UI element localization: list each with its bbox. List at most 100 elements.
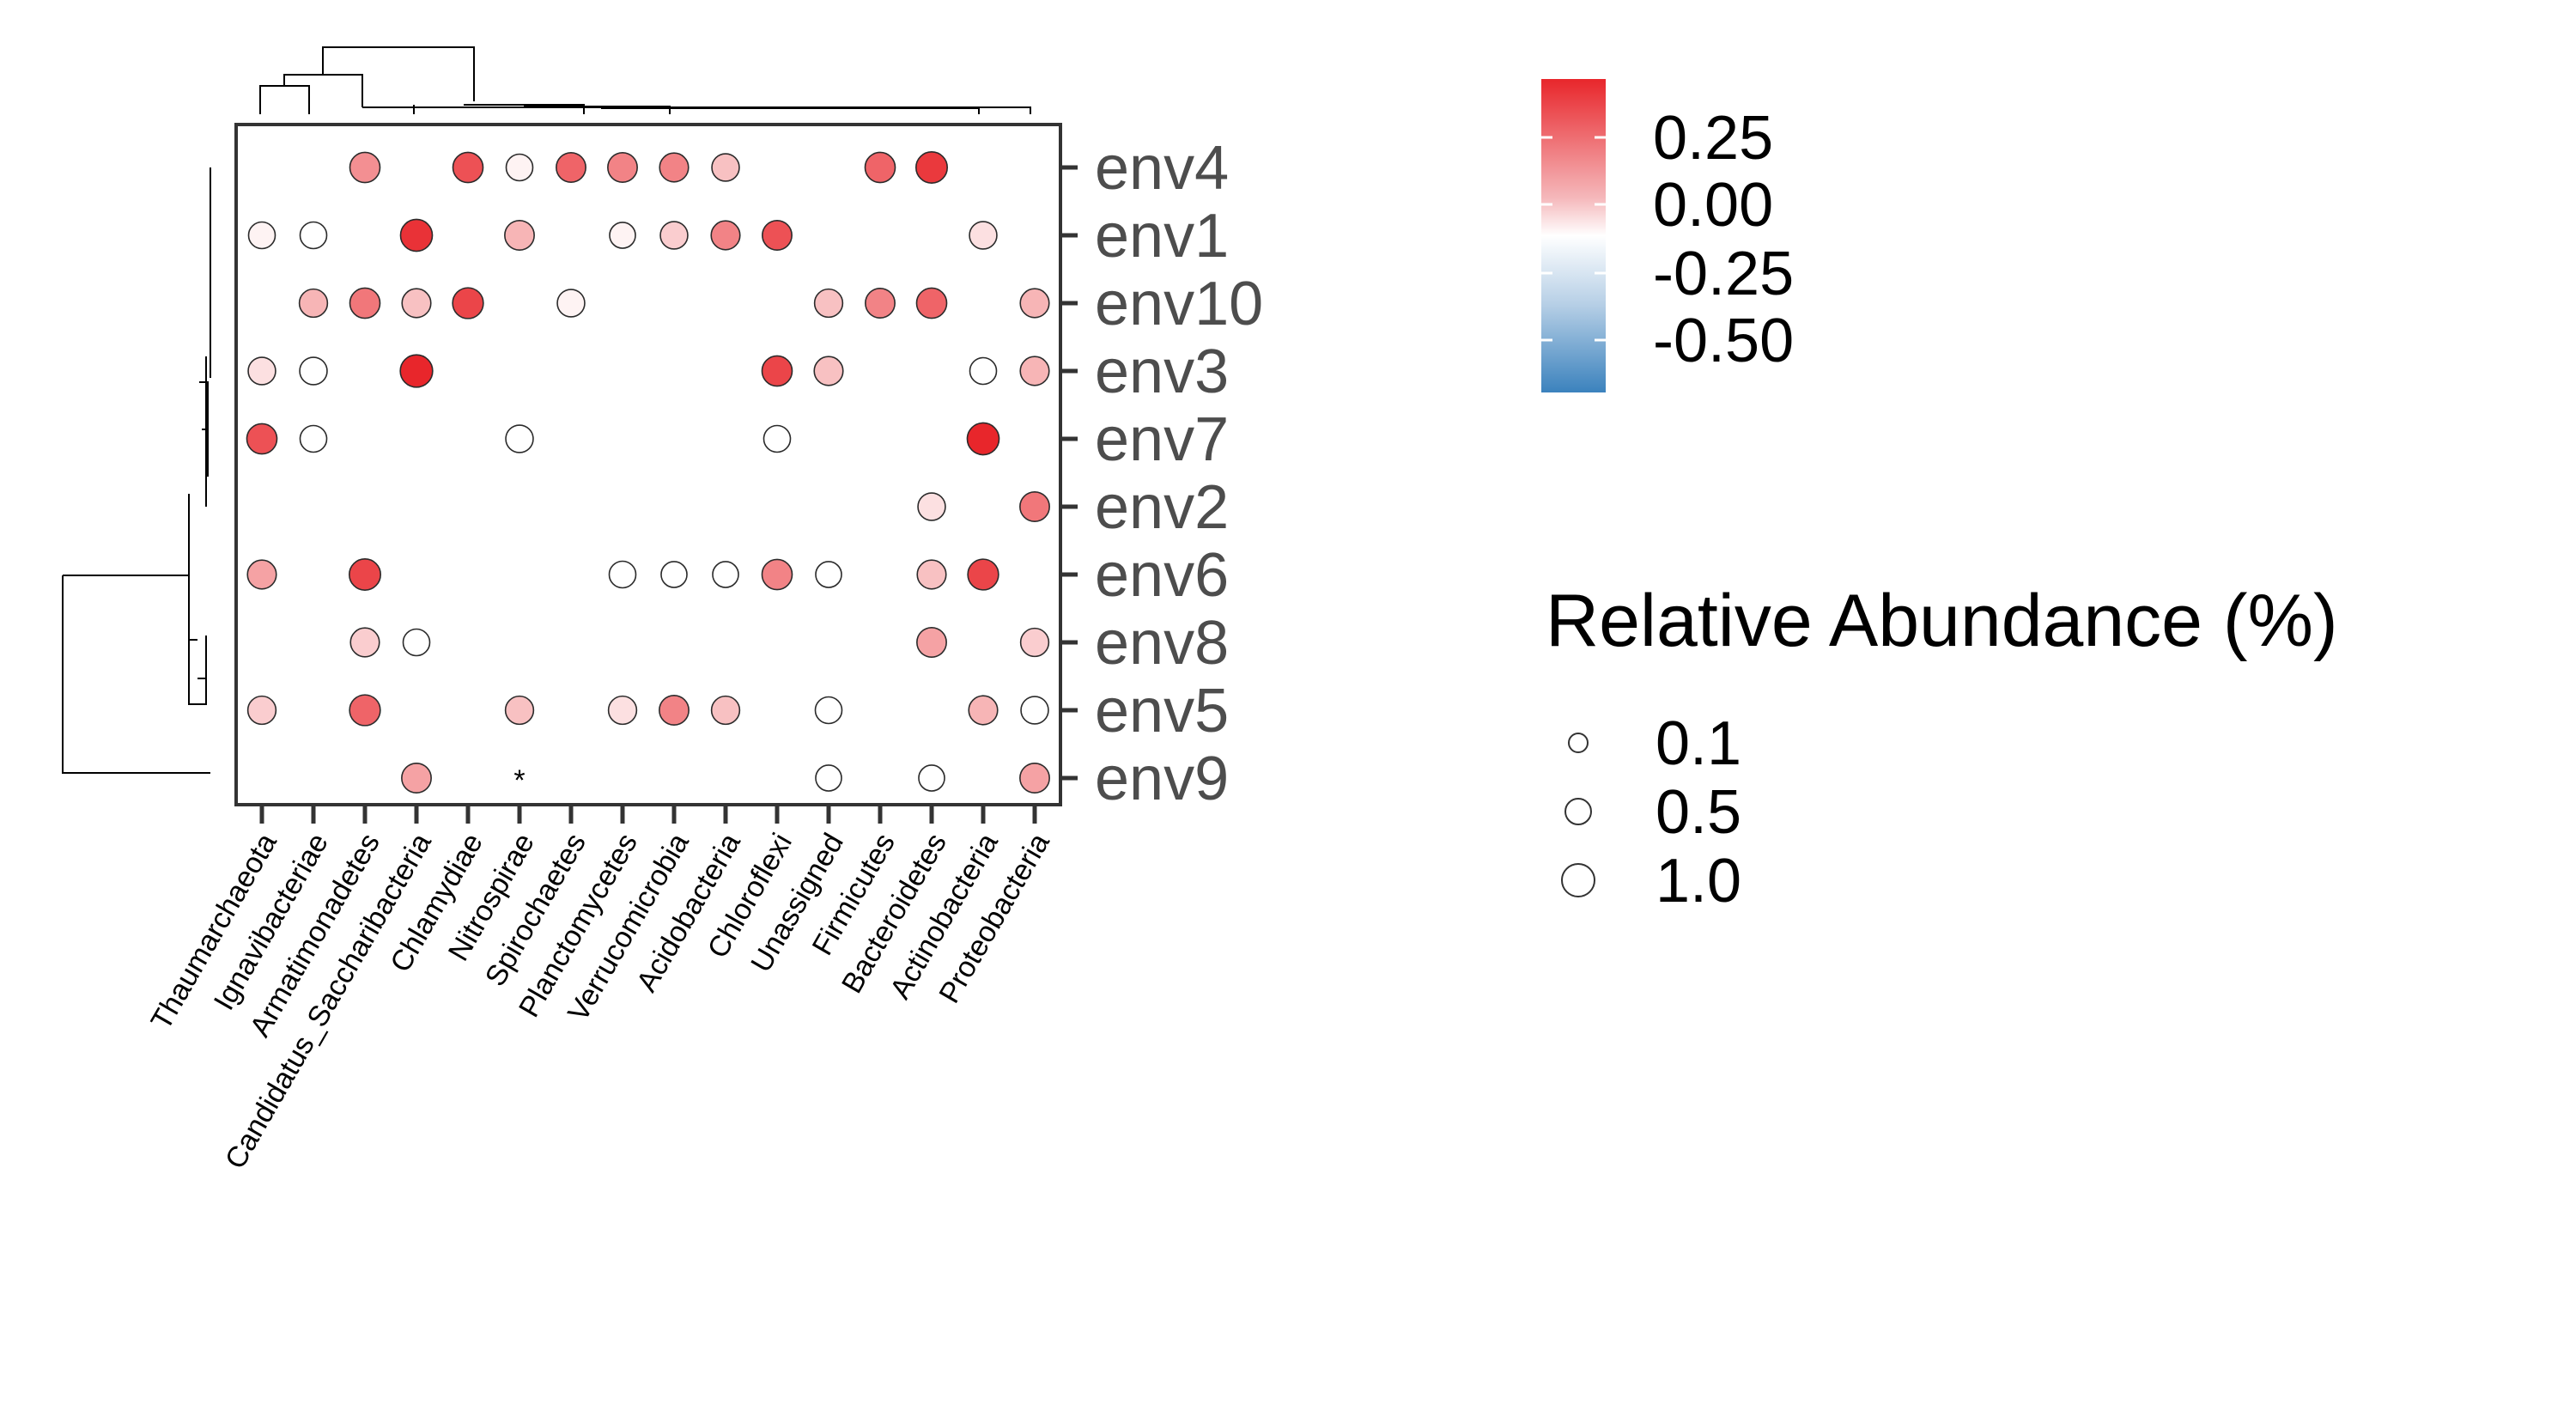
data-point [815,561,842,588]
data-point [348,557,382,592]
data-point [659,221,689,250]
data-point [660,561,688,588]
data-point [608,560,637,589]
data-point [607,695,638,726]
data-point [299,221,328,250]
row-dendrogram [62,167,211,774]
data-point [247,221,276,250]
y-axis: env4env1env10env3env7env2env6env8env5env… [1060,134,1263,813]
data-point [1019,356,1050,386]
data-point [1020,696,1049,725]
data-point [659,152,690,183]
data-point [969,356,998,386]
size-legend: Relative Abundance (%) 0.10.51.0 [1546,580,2338,915]
data-point [761,558,793,591]
data-point [246,695,277,726]
data-point [916,559,947,590]
data-point [505,153,534,182]
y-tick-label: env6 [1095,541,1229,610]
data-point [915,287,948,319]
data-point [246,423,278,455]
data-point [813,288,844,319]
y-tick-label: env1 [1095,202,1229,271]
data-point [864,151,896,184]
plot-panel [234,123,1062,806]
data-point [659,695,690,726]
size-legend-label: 0.5 [1656,778,1741,847]
data-point [917,492,946,521]
color-legend-label: -0.50 [1653,307,1794,375]
size-legend-symbol [1561,863,1595,897]
data-point [349,287,381,319]
data-point [761,355,793,387]
data-point [607,152,638,183]
data-point [505,424,534,453]
size-legend-entries: 0.10.51.0 [1561,709,1741,915]
data-point [452,151,484,184]
data-point [815,764,842,792]
data-point [762,220,793,251]
data-point [813,356,844,386]
data-point [1019,491,1050,522]
color-legend-label: 0.00 [1653,171,1773,240]
data-point [814,696,843,725]
data-point [966,422,1000,456]
y-tick-label: env5 [1095,677,1229,745]
size-legend-symbol [1568,733,1589,753]
size-legend-label: 0.1 [1656,709,1741,778]
data-point [298,288,329,319]
data-point [1019,288,1050,319]
size-legend-title: Relative Abundance (%) [1546,580,2338,662]
data-point [969,221,998,250]
color-legend-label: -0.25 [1653,240,1794,308]
data-point [399,218,434,252]
data-point [452,287,484,319]
data-point [916,627,947,658]
data-point [1019,763,1050,794]
size-legend-symbol [1564,798,1592,825]
data-point [712,561,739,588]
y-tick-label: env2 [1095,473,1229,542]
y-tick-label: env9 [1095,745,1229,813]
color-bar [1541,79,1606,392]
data-point [349,151,381,184]
color-legend-ticks: 0.250.00-0.25-0.50 [1541,104,1794,375]
y-tick-label: env10 [1095,270,1263,338]
y-tick-label: env4 [1095,134,1229,203]
data-point [401,763,432,794]
color-legend: 0.250.00-0.25-0.50 [1541,79,1794,392]
data-point [349,694,381,727]
data-point [402,628,431,657]
data-point [967,558,999,591]
x-axis: ThaumarchaeotaIgnavibacteriaeArmatimonad… [144,805,1056,1175]
significance-annotations: * [513,764,525,797]
data-point [710,220,741,251]
data-point [710,695,741,726]
data-point [399,354,434,388]
data-point [247,356,276,386]
y-tick-label: env3 [1095,338,1229,406]
data-point [299,356,328,386]
size-legend-label: 1.0 [1656,847,1741,915]
data-point [968,695,999,726]
data-point [556,289,586,318]
color-legend-label: 0.25 [1653,104,1773,173]
data-points [246,150,1050,794]
data-point [711,153,740,182]
data-point [762,424,792,453]
data-point [609,222,636,249]
data-point [504,220,535,251]
data-point [246,559,277,590]
data-point [556,152,586,183]
data-point [401,288,432,319]
data-point [504,695,535,726]
y-tick-label: env8 [1095,609,1229,678]
column-dendrogram [259,46,1031,114]
y-tick-label: env7 [1095,405,1229,474]
data-point [299,424,328,453]
data-point [914,150,949,185]
data-point [865,288,896,319]
data-point [349,627,380,658]
significance-marker: * [513,764,525,797]
